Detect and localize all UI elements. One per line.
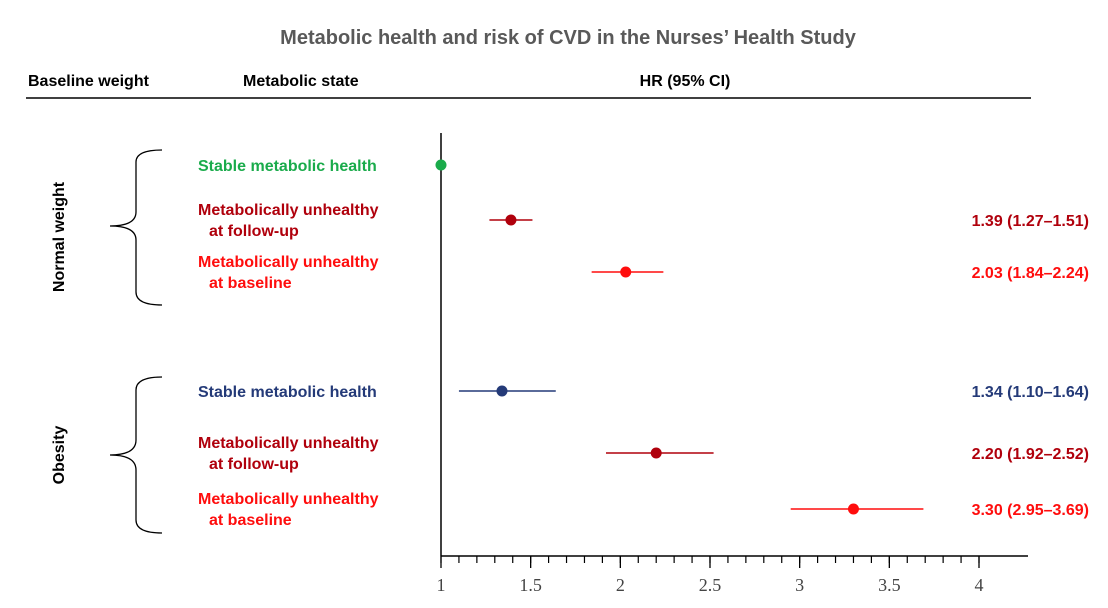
x-tick-label: 1 xyxy=(437,575,446,595)
brace-obesity xyxy=(109,376,163,534)
header-hr: HR (95% CI) xyxy=(640,73,731,90)
hr-value-label: 1.39 (1.27–1.51) xyxy=(972,213,1089,230)
row-label: Metabolically unhealthy at follow-up xyxy=(198,435,379,473)
row-label: Metabolically unhealthy at baseline xyxy=(198,254,379,292)
group-label-normal-weight: Normal weight xyxy=(51,181,68,292)
x-tick-label: 3.5 xyxy=(878,575,901,595)
row-label: Stable metabolic health xyxy=(198,158,377,175)
major-ticks: 1 1.5 2 2.5 3 3.5 4 xyxy=(437,556,984,595)
x-tick-label: 1.5 xyxy=(519,575,542,595)
hr-point xyxy=(435,159,447,171)
x-tick-label: 4 xyxy=(975,575,984,595)
row-label: Metabolically unhealthy at follow-up xyxy=(198,202,379,240)
marks xyxy=(435,159,924,515)
x-tick-label: 2 xyxy=(616,575,625,595)
row-labels: Stable metabolic health Metabolically unh… xyxy=(198,158,379,529)
hr-point xyxy=(847,503,859,515)
hr-point xyxy=(620,266,632,278)
hr-point xyxy=(505,214,517,226)
hr-value-label: 1.34 (1.10–1.64) xyxy=(972,384,1089,401)
hr-point xyxy=(650,447,662,459)
chart-title: Metabolic health and risk of CVD in the … xyxy=(280,27,857,49)
value-labels: 1.39 (1.27–1.51) 2.03 (1.84–2.24) 1.34 (1.… xyxy=(972,213,1089,519)
x-tick-label: 3 xyxy=(795,575,804,595)
hr-value-label: 2.20 (1.92–2.52) xyxy=(972,446,1089,463)
brace-normal-weight xyxy=(109,149,163,306)
x-tick-label: 2.5 xyxy=(699,575,722,595)
row-label: Metabolically unhealthy at baseline xyxy=(198,491,379,529)
group-label-obesity: Obesity xyxy=(51,426,68,485)
header-metabolic-state: Metabolic state xyxy=(243,73,359,90)
row-label: Stable metabolic health xyxy=(198,384,377,401)
header-baseline-weight: Baseline weight xyxy=(28,73,150,90)
hr-value-label: 3.30 (2.95–3.69) xyxy=(972,502,1089,519)
hr-value-label: 2.03 (1.84–2.24) xyxy=(972,265,1089,282)
hr-point xyxy=(496,385,508,397)
